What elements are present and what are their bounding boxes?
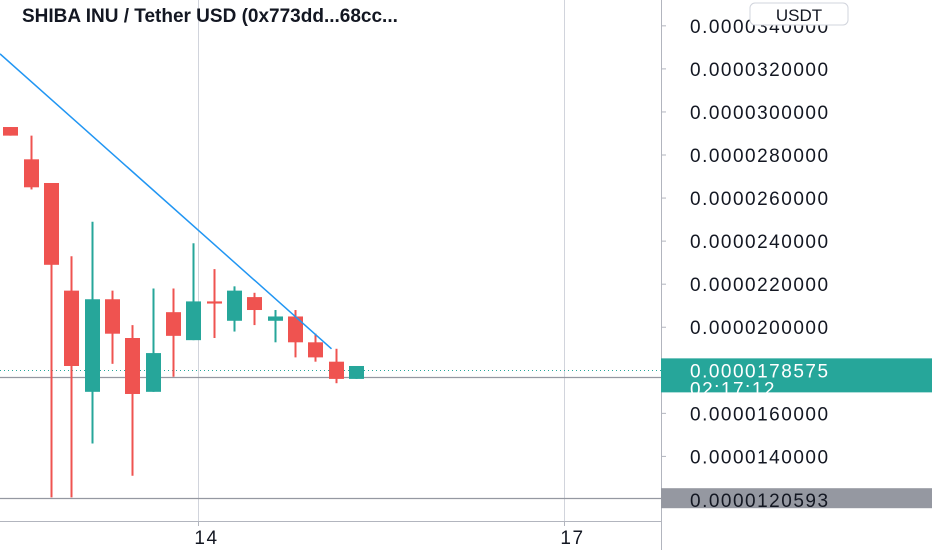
price-tick-label: 0.0000280000: [690, 146, 830, 167]
candle-body: [308, 342, 323, 358]
candle-body: [329, 361, 344, 379]
candle-down: [125, 325, 140, 476]
candle-body: [166, 312, 181, 336]
candle-body: [3, 127, 18, 136]
candle-body: [288, 316, 303, 343]
time-tick-label: 14: [194, 528, 218, 549]
candle-body: [247, 297, 262, 311]
candle-up: [227, 286, 242, 332]
candle-up: [268, 310, 283, 343]
chart-title: SHIBA INU / Tether USD (0x773dd...68cc..…: [22, 6, 398, 27]
candle-body: [268, 316, 283, 321]
candle-body: [125, 338, 140, 394]
candle-down: [329, 348, 344, 384]
candle-down: [207, 269, 222, 339]
candle-body: [207, 301, 222, 304]
candle-up: [146, 288, 161, 392]
price-tick-label: 0.0000140000: [690, 447, 830, 468]
level-price-tag-text: 0.0000120593: [690, 491, 830, 512]
level-price-tag: 0.0000120593: [661, 488, 932, 512]
candle-body: [227, 290, 242, 321]
price-tick-label: 0.0000320000: [690, 60, 830, 81]
candle-body: [146, 353, 161, 392]
candle-body: [44, 182, 59, 265]
candle-up: [85, 221, 100, 444]
candle-down: [64, 256, 79, 498]
candle-down: [24, 135, 39, 190]
candle-down: [105, 290, 120, 364]
price-tick-label: 0.0000160000: [690, 404, 830, 425]
candle-down: [44, 182, 59, 498]
time-tick-label: 17: [560, 528, 584, 549]
candle-body: [64, 290, 79, 366]
current-price-tag-text: 02:17:12: [690, 379, 776, 400]
candle-body: [24, 159, 39, 188]
candle-body: [85, 299, 100, 392]
candle-down: [3, 127, 18, 136]
candle-body: [186, 301, 201, 341]
candle-down: [247, 292, 262, 326]
candle-body: [349, 365, 364, 379]
candle-down: [288, 310, 303, 358]
currency-label: USDT: [776, 6, 822, 25]
price-tick-label: 0.0000260000: [690, 189, 830, 210]
current-price-tag-bg: [661, 358, 932, 393]
candle-down: [166, 288, 181, 377]
price-tick-label: 0.0000300000: [690, 103, 830, 124]
price-tick-label: 0.0000200000: [690, 318, 830, 339]
price-tick-label: 0.0000220000: [690, 275, 830, 296]
candle-up: [349, 365, 364, 379]
price-tick-label: 0.0000240000: [690, 232, 830, 253]
currency-badge[interactable]: USDT: [749, 2, 849, 26]
candle-down: [308, 333, 323, 362]
current-price-tag-text: 0.0000178575: [690, 361, 830, 382]
candle-body: [105, 299, 120, 334]
candle-up: [186, 243, 201, 341]
trendline: [0, 53, 333, 350]
level-price-tag-bg: [661, 488, 932, 509]
